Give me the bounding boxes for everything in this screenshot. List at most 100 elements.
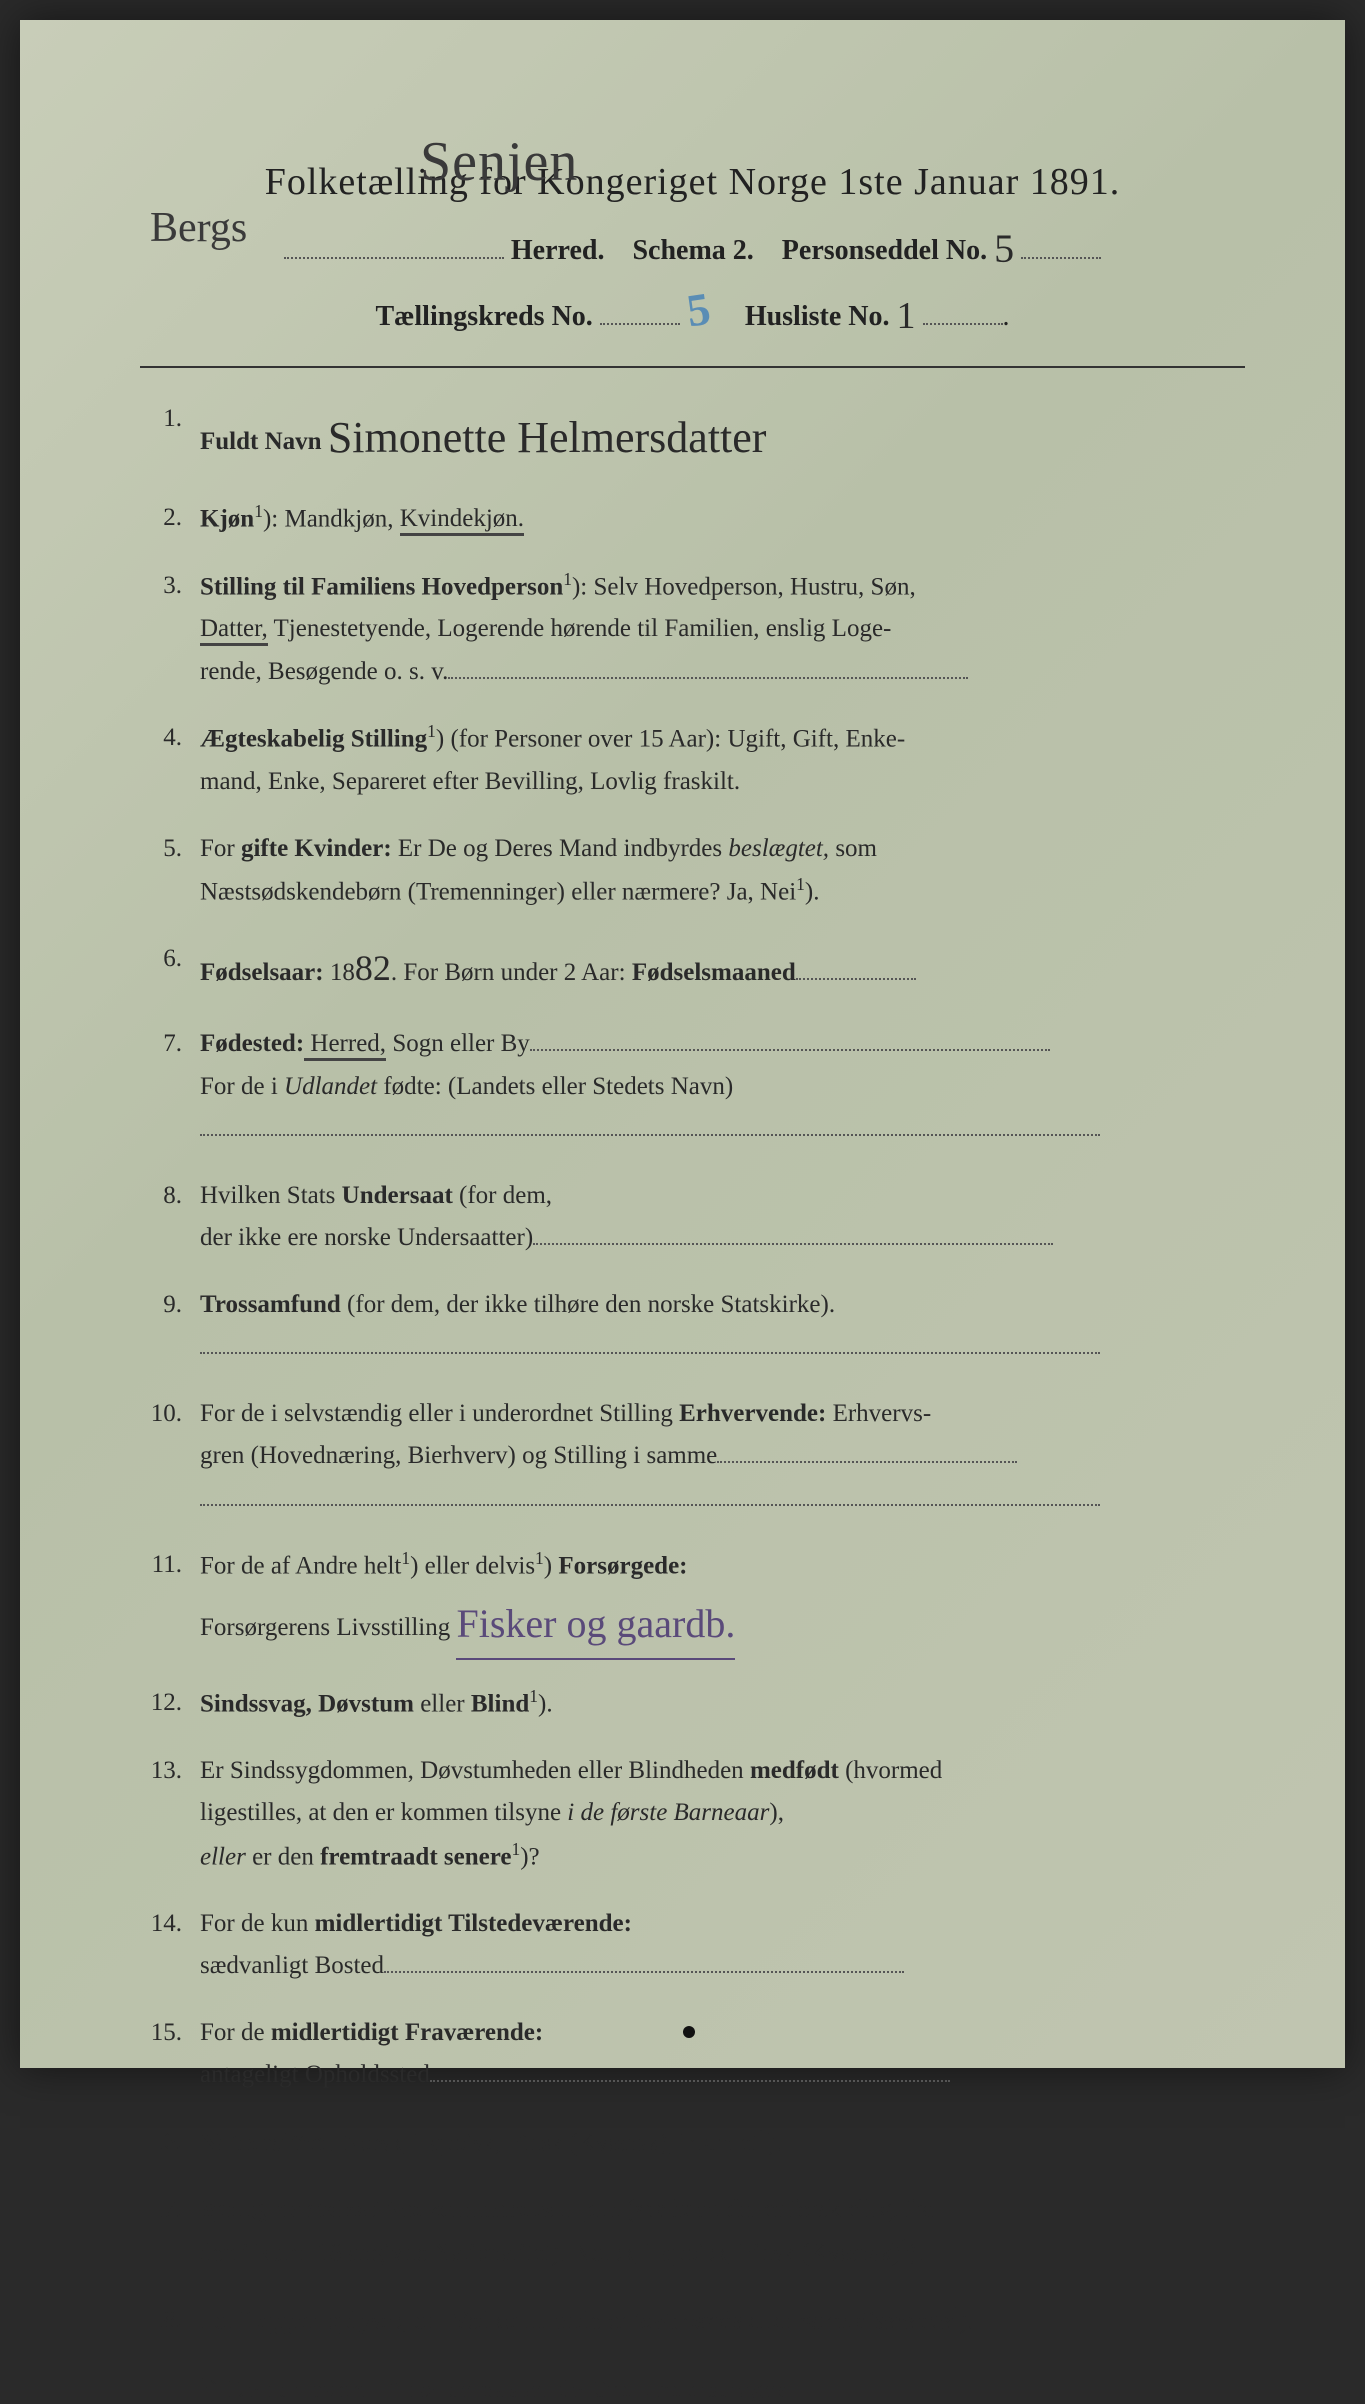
label-herred: Herred. <box>511 235 605 266</box>
q13-rest3: ligestilles, at den er kommen tilsyne <box>200 1799 567 1826</box>
q7-rest2: For de i <box>200 1073 284 1100</box>
q12-rest2: ). <box>538 1690 553 1717</box>
hw-husliste-no: 1 <box>897 294 916 338</box>
q18: 18. For Lapper oplyses, om Vedkommende e… <box>140 2299 1245 2343</box>
hw-senja: Senjen <box>420 130 578 194</box>
q10-num: 10. <box>140 1393 200 1436</box>
hw-person-no: 5 <box>994 225 1014 272</box>
q13-rest5: er den <box>246 1843 320 1870</box>
q13-rest2: (hvormed <box>839 1757 942 1784</box>
census-form: Folketælling for Kongeriget Norge 1ste J… <box>20 20 1345 2068</box>
herred-blank <box>284 231 504 259</box>
q8-label: Undersaat <box>342 1182 453 1209</box>
q2-rest: ): Mandkjøn, <box>263 505 400 532</box>
q3-sup: 1 <box>563 569 572 589</box>
q10-rest1: For de i selvstændig eller i underordnet… <box>200 1400 679 1427</box>
footnote-sup: 1 <box>200 2373 210 2392</box>
q3-datter: Datter, <box>200 615 268 646</box>
hw-herred-name: Bergs <box>150 204 247 252</box>
q16-content: Nationalitet: Norsk, Lappisk, Finsk (Kvæ… <box>200 2121 1245 2165</box>
q5-rest2: som <box>829 835 877 862</box>
q13-sup: 1 <box>511 1839 520 1859</box>
q4: 4. Ægteskabelig Stilling1) (for Personer… <box>140 717 1245 803</box>
q14-blank <box>384 1948 904 1973</box>
q18-rest3: eller <box>742 2307 799 2334</box>
q9-label: Trossamfund <box>200 1291 341 1318</box>
q9-content: Trossamfund (for dem, der ikke tilhøre d… <box>200 1284 1245 1369</box>
q9-blank <box>200 1329 1100 1354</box>
q1-content: Fuldt Navn Simonette Helmersdatter <box>200 398 1245 473</box>
q13-ital: i de første Barneaar <box>567 1799 769 1826</box>
label-husliste: Husliste No. <box>745 301 890 332</box>
q8-num: 8. <box>140 1175 200 1218</box>
q15-blank <box>430 2057 950 2082</box>
q6-blank <box>796 955 916 980</box>
q14-rest1: For de kun <box>200 1910 315 1937</box>
q18-rest2: oplyses, om Vedkommende er <box>320 2307 633 2334</box>
line-kreds: Tællingskreds No. 5 Husliste No. 1 . <box>140 283 1245 336</box>
q15-rest1: For de <box>200 2019 271 2046</box>
q6-year-hw: 82 <box>355 948 391 988</box>
q15-rest2: antageligt Opholdssted <box>200 2061 430 2088</box>
q10-content: For de i selvstændig eller i underordnet… <box>200 1393 1245 1521</box>
q17-label: Sprog, der tales i Vedkommendes Hjem <box>200 2196 620 2223</box>
q11-content: For de af Andre helt1) eller delvis1) Fo… <box>200 1544 1245 1658</box>
q5-pre: For <box>200 835 241 862</box>
q7-content: Fødested: Herred, Sogn eller By For de i… <box>200 1023 1245 1151</box>
q10-rest3: gren (Hovednæring, Bierhverv) og Stillin… <box>200 1442 717 1469</box>
q15: 15. For de midlertidigt Fraværende: anta… <box>140 2012 1245 2097</box>
q8-rest1: Hvilken Stats <box>200 1182 342 1209</box>
q1: 1. Fuldt Navn Simonette Helmersdatter <box>140 398 1245 473</box>
label-personseddel: Personseddel No. <box>782 235 987 266</box>
q4-content: Ægteskabelig Stilling1) (for Personer ov… <box>200 717 1245 803</box>
q7-blank1 <box>530 1026 1050 1051</box>
q11-num: 11. <box>140 1544 200 1587</box>
q13-eller: eller <box>200 1843 246 1870</box>
q8-blank <box>533 1220 1053 1245</box>
q2-label: Kjøn <box>200 505 254 532</box>
q7-rest1: Sogn eller By <box>386 1030 530 1057</box>
form-title: Folketælling for Kongeriget Norge 1ste J… <box>140 160 1245 204</box>
q6-pre18: 18 <box>324 959 355 986</box>
q1-hw: Simonette Helmersdatter <box>328 401 767 476</box>
q11-rest2: ) eller delvis <box>410 1553 535 1580</box>
q5-sup: 1 <box>796 874 805 894</box>
q10-blank1 <box>717 1438 1017 1463</box>
q10-label: Erhvervende: <box>679 1400 826 1427</box>
q6-rest1: . For Børn under 2 Aar: <box>391 959 632 986</box>
q12-sup: 1 <box>529 1686 538 1706</box>
q11-hw: Fisker og gaardb. <box>456 1590 735 1660</box>
q4-rest1: ) (for Personer over 15 Aar): Ugift, Gif… <box>436 726 905 753</box>
q3-blank <box>448 654 968 679</box>
q3-num: 3. <box>140 565 200 608</box>
q13-label: medfødt <box>750 1757 839 1784</box>
q8: 8. Hvilken Stats Undersaat (for dem, der… <box>140 1175 1245 1260</box>
q13-num: 13. <box>140 1750 200 1793</box>
q6: 6. Fødselsaar: 1882. For Børn under 2 Aa… <box>140 938 1245 999</box>
q10-blank2 <box>200 1481 1100 1506</box>
q18-ital1: fastboende <box>634 2307 742 2334</box>
q7-num: 7. <box>140 1023 200 1066</box>
q13-rest6: )? <box>520 1843 539 1870</box>
q7-label: Fødested: <box>200 1030 304 1057</box>
kreds-blank <box>600 297 680 325</box>
q10-rest2: Erhvervs- <box>826 1400 931 1427</box>
q18-ital2: nomadiserende <box>799 2307 951 2334</box>
form-header: Folketælling for Kongeriget Norge 1ste J… <box>140 160 1245 336</box>
q13-content: Er Sindssygdommen, Døvstumheden eller Bl… <box>200 1750 1245 1879</box>
q5: 5. For gifte Kvinder: Er De og Deres Man… <box>140 828 1245 914</box>
q2-kvinde: Kvindekjøn. <box>400 505 524 536</box>
q12-label2: Blind <box>471 1690 529 1717</box>
q7-herred: Herred, <box>304 1030 386 1061</box>
q2: 2. Kjøn1): Mandkjøn, Kvindekjøn. <box>140 497 1245 541</box>
q7-rest3: fødte: (Landets eller Stedets Navn) <box>377 1073 733 1100</box>
q8-content: Hvilken Stats Undersaat (for dem, der ik… <box>200 1175 1245 1260</box>
q6-label: Fødselsaar: <box>200 959 324 986</box>
q7-blank2 <box>200 1111 1100 1136</box>
q6-label2: Fødselsmaaned <box>632 959 796 986</box>
q14: 14. For de kun midlertidigt Tilstedevære… <box>140 1903 1245 1988</box>
hw-kreds-no: 5 <box>683 282 713 338</box>
q5-content: For gifte Kvinder: Er De og Deres Mand i… <box>200 828 1245 914</box>
label-schema: Schema 2. <box>632 235 753 266</box>
q17-num: 17. <box>140 2189 200 2232</box>
